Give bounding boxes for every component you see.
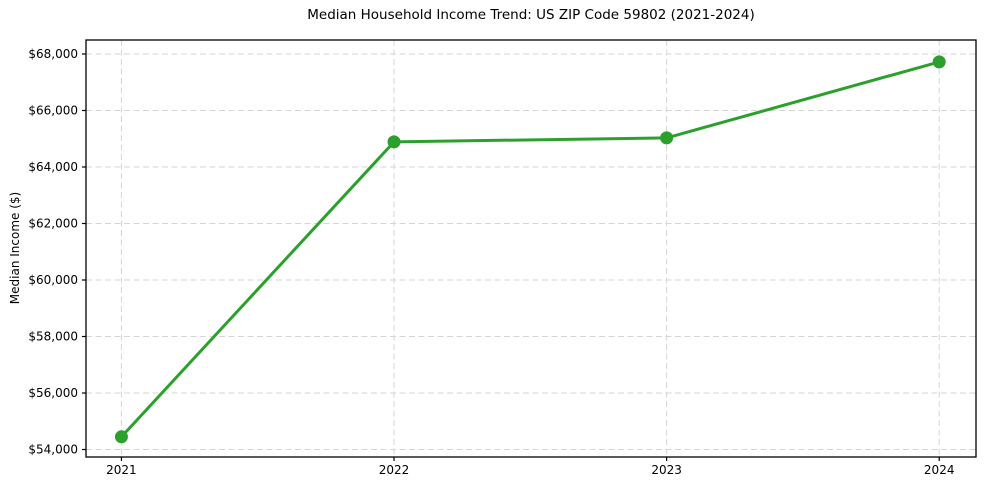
chart-title: Median Household Income Trend: US ZIP Co…	[307, 7, 755, 23]
plot-border	[85, 39, 977, 458]
x-tick-label: 2022	[379, 463, 410, 477]
y-tick-label: $56,000	[28, 386, 78, 400]
y-tick-label: $58,000	[28, 330, 78, 344]
x-tick-label: 2023	[651, 463, 682, 477]
y-tick-label: $60,000	[28, 273, 78, 287]
data-point-marker	[387, 135, 401, 149]
x-tick-label: 2024	[924, 463, 955, 477]
y-tick-label: $62,000	[28, 216, 78, 230]
y-tick-label: $64,000	[28, 160, 78, 174]
y-tick-label: $54,000	[28, 443, 78, 457]
data-point-marker	[660, 131, 674, 145]
data-point-marker	[932, 55, 946, 69]
trend-line	[119, 60, 941, 439]
y-tick-label: $66,000	[28, 103, 78, 117]
y-tick-label: $68,000	[28, 47, 78, 61]
x-tick-label: 2021	[106, 463, 137, 477]
data-point-marker	[114, 430, 128, 444]
